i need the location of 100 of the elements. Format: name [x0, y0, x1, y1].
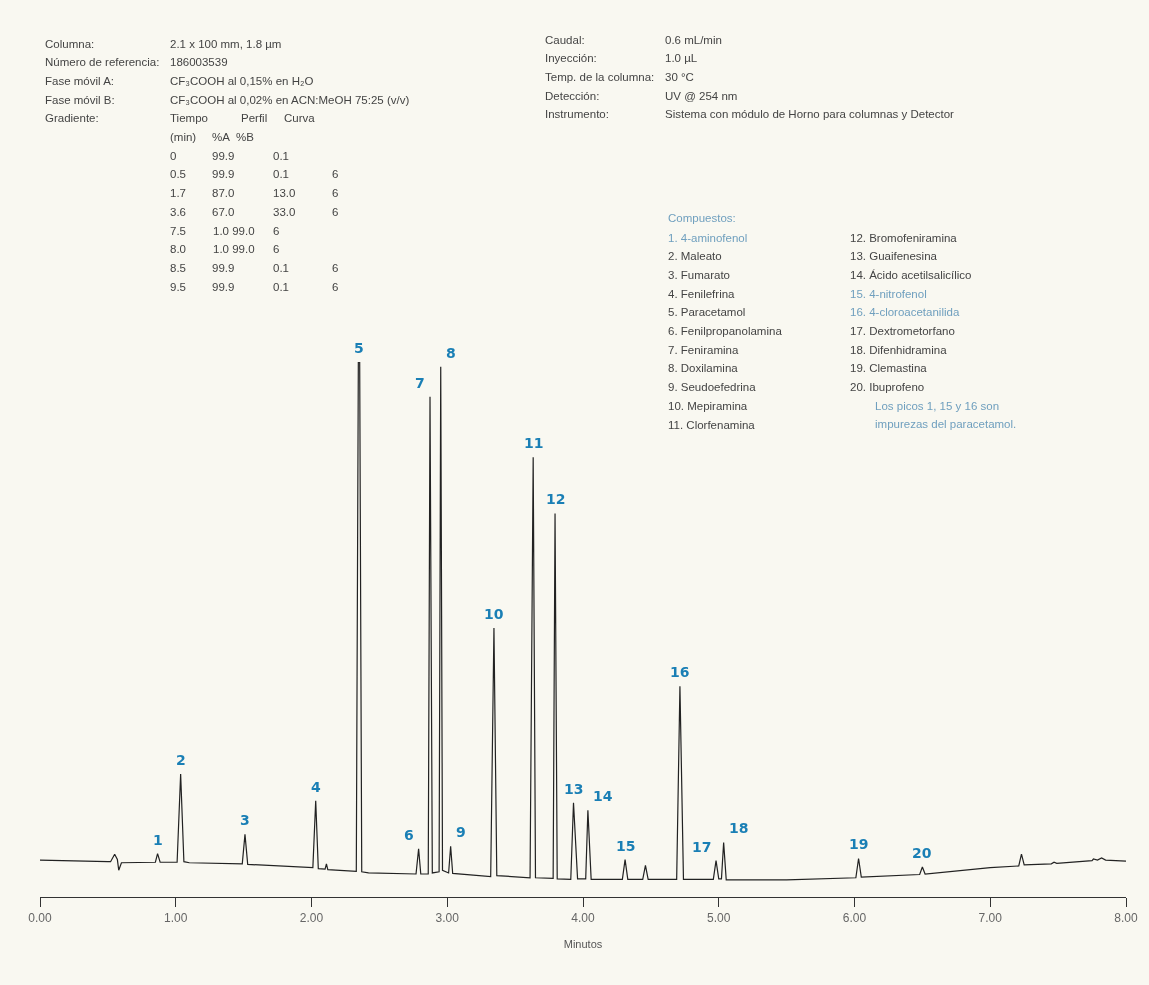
x-tick-label: 8.00 — [1114, 910, 1138, 925]
annotation: 10 — [484, 606, 504, 622]
text: 18. Difenhidramina — [850, 342, 947, 358]
annotation: 17 — [692, 839, 712, 855]
annotation: 14 — [593, 788, 613, 804]
text: 1.0 99.0 — [213, 223, 255, 239]
text: 0.1 — [273, 279, 289, 295]
annotation: 8. Doxilamina — [668, 361, 738, 377]
text: Inyección: — [545, 51, 597, 67]
text: 67.0 — [212, 204, 235, 220]
x-tick-label: 3.00 — [435, 910, 460, 925]
annotation: 11 — [524, 435, 544, 451]
text: 87.0 — [212, 186, 235, 202]
text: 0.6 mL/min — [665, 32, 722, 48]
text: 99.9 — [212, 148, 235, 164]
text: 0.1 — [273, 260, 289, 276]
text: Fase móvil A: — [45, 73, 115, 89]
text: 99.9 — [212, 279, 235, 295]
text: 13.0 — [273, 186, 296, 202]
annotation: 13 — [564, 781, 584, 797]
x-tick-label: 6.00 — [842, 910, 867, 925]
x-axis-title: Minutos — [563, 937, 603, 950]
x-tick-label: 2.00 — [299, 910, 324, 925]
text: 1.0 µL — [665, 51, 698, 67]
text: 1.0 99.0 — [213, 242, 255, 258]
text: (min) — [170, 130, 197, 145]
text: 12. Bromofeniramina — [850, 230, 957, 246]
annotation: 2 — [176, 752, 186, 768]
annotation: 11. Clorfenamina — [668, 417, 755, 433]
text: 5. Paracetamol — [668, 305, 746, 321]
text: Columna: — [45, 36, 95, 52]
annotation: 12 — [546, 491, 566, 507]
text: Detección: — [545, 88, 600, 104]
annotation: 9 — [456, 824, 466, 840]
text: 0.1 — [273, 148, 289, 164]
annotation: 20. Ibuprofeno — [850, 380, 925, 396]
text: Instrumento: — [545, 107, 609, 123]
annotation: 20 — [912, 845, 932, 861]
text: 6 — [332, 167, 339, 183]
text: 13. Guaifenesina — [850, 249, 937, 265]
text: 2. Maleato — [668, 249, 722, 265]
text: 6 — [332, 204, 339, 220]
text: 0.5 — [170, 167, 186, 183]
annotation: 15 — [616, 838, 636, 854]
x-tick-label: 0.00 — [28, 910, 52, 925]
annotation: 10. Mepiramina — [668, 398, 748, 414]
text: 3.6 — [170, 204, 186, 220]
annotation: 9. Seudoefedrina — [668, 380, 756, 396]
text: CF₃COOH al 0,15% en H₂O — [170, 73, 314, 89]
text: %B — [236, 130, 254, 145]
x-tick-label: 4.00 — [571, 910, 595, 925]
annotation: 5 — [354, 340, 364, 356]
text: 2.1 x 100 mm, 1.8 µm — [170, 36, 282, 52]
text: 6 — [332, 279, 339, 295]
annotation: 19. Clemastina — [850, 361, 927, 377]
x-tick-label: 1.00 — [164, 910, 188, 925]
text: 0 — [170, 148, 177, 164]
text: 8.0 — [170, 242, 186, 258]
text: 99.9 — [212, 167, 235, 183]
text: 6. Fenilpropanolamina — [668, 324, 782, 339]
text: 30 °C — [665, 69, 694, 85]
text: 99.9 — [212, 260, 235, 276]
text: UV @ 254 nm — [665, 88, 738, 104]
annotation: 1 — [153, 832, 163, 848]
text: 17. Dextrometorfano — [850, 324, 955, 339]
text: Número de referencia: — [45, 55, 160, 71]
annotation: 8 — [446, 345, 456, 361]
text: Tiempo — [170, 111, 208, 127]
text: 6 — [273, 223, 280, 239]
text: 6 — [332, 186, 339, 202]
text: 15. 4-nitrofenol — [850, 286, 927, 302]
annotation: Los picos 1, 15 y 16 son impurezas del paracetamol. — [875, 398, 1018, 433]
annotation: 7 — [415, 375, 425, 391]
text: 9.5 — [170, 279, 186, 295]
text: 8.5 — [170, 260, 186, 276]
text: 14. Ácido acetilsalicílico — [850, 267, 972, 283]
text: 1. 4-aminofenol — [668, 230, 748, 246]
text: 6 — [273, 242, 280, 258]
text: Curva — [284, 111, 315, 127]
text: Perfil — [241, 111, 268, 127]
text: Gradiente: — [45, 111, 99, 127]
annotation: 19 — [849, 836, 869, 852]
text: 7.5 — [170, 223, 186, 239]
text: Temp. de la columna: — [545, 69, 655, 85]
annotation: 6 — [404, 827, 414, 843]
text: 16. 4-cloroacetanilida — [850, 305, 960, 321]
text: Compuestos: — [668, 210, 736, 226]
text: 1.7 — [170, 186, 186, 202]
text: 7. Feniramina — [668, 342, 739, 358]
text: 3. Fumarato — [668, 267, 730, 283]
text: 186003539 — [170, 55, 228, 71]
text: 4. Fenilefrina — [668, 286, 735, 302]
annotation: 3 — [240, 812, 250, 828]
text: Fase móvil B: — [45, 92, 115, 108]
text: %A — [212, 130, 230, 145]
text: Caudal: — [545, 32, 585, 48]
text: CF₃COOH al 0,02% en ACN:MeOH 75:25 (v/v) — [170, 92, 410, 108]
text: Sistema con módulo de Horno para columnas y Detector — [665, 107, 955, 123]
x-tick-label: 7.00 — [978, 910, 1003, 925]
text: 6 — [332, 260, 339, 276]
